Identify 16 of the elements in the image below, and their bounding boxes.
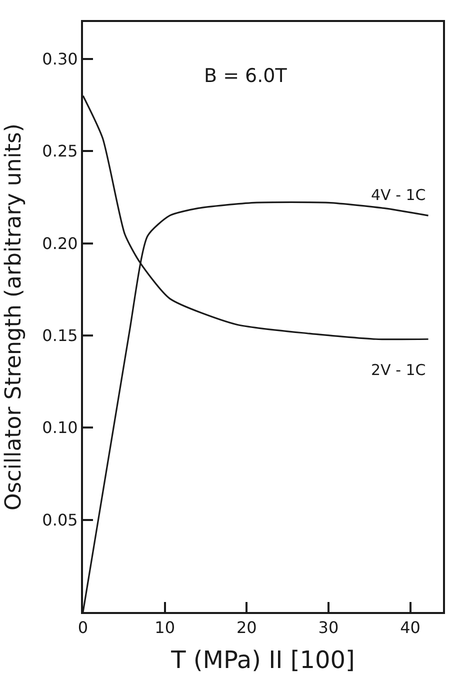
y-tick-label: 0.05 <box>42 510 78 530</box>
y-tick-label: 0.25 <box>42 142 78 161</box>
annotation: B = 6.0T <box>204 65 288 87</box>
y-axis-title: Oscillator Strength (arbitrary units) <box>1 123 26 511</box>
x-axis-title: T (MPa) II [100] <box>170 646 355 674</box>
y-tick-label: 0.10 <box>42 418 78 438</box>
x-tick-label: 30 <box>318 618 339 638</box>
x-tick-label: 0 <box>78 618 88 638</box>
x-tick-label: 20 <box>236 618 257 638</box>
y-tick-label: 0.30 <box>42 49 78 68</box>
x-tick-label: 40 <box>400 618 420 638</box>
series-label: 2V - 1C <box>371 361 426 379</box>
x-tick-label: 10 <box>154 618 175 638</box>
y-tick-label: 0.15 <box>42 326 78 346</box>
y-tick-label: 0.20 <box>42 234 78 253</box>
series-label: 4V - 1C <box>371 186 426 204</box>
